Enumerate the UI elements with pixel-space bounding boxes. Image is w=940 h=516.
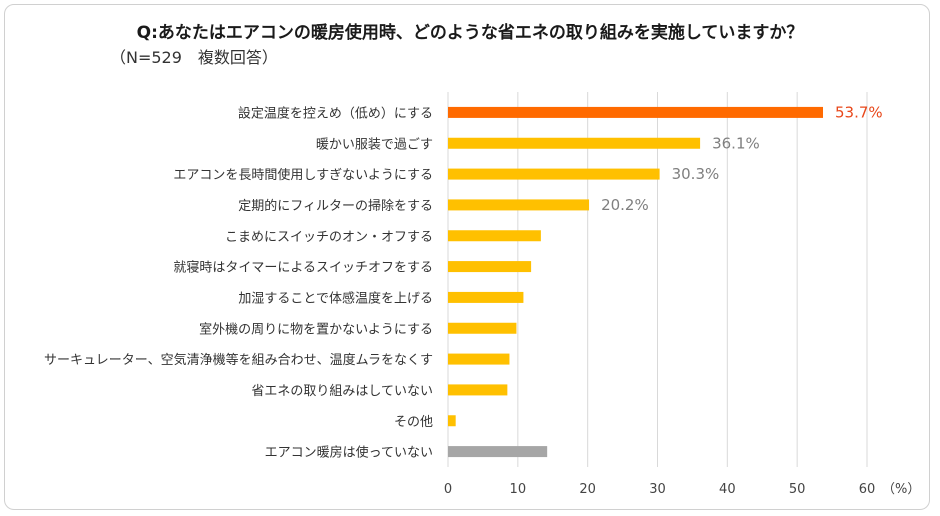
data-label: 36.1%	[712, 134, 760, 152]
category-label: 省エネの取り組みはしていない	[251, 384, 433, 399]
data-label: 30.3%	[672, 165, 720, 183]
x-axis-ticks: 0 10 20 30 40 50 60 （%）	[444, 482, 921, 497]
category-label: サーキュレーター、空気清浄機等を組み合わせ、温度ムラをなくす	[44, 352, 433, 368]
category-label: 就寝時はタイマーによるスイッチオフをする	[173, 260, 433, 276]
x-tick-label: 60	[859, 482, 876, 497]
bar	[448, 415, 456, 427]
bar	[448, 384, 508, 396]
bars	[448, 106, 824, 458]
bar	[448, 291, 524, 303]
category-label: エアコン暖房は使っていない	[265, 445, 433, 461]
x-axis-unit-label: （%）	[882, 482, 920, 497]
category-label: 加湿することで体感温度を上げる	[238, 290, 433, 306]
bar	[448, 446, 548, 458]
bar	[448, 137, 701, 149]
category-labels: 設定温度を控えめ（低め）にする暖かい服装で過ごすエアコンを長時間使用しすぎないよ…	[44, 105, 433, 460]
category-label: その他	[394, 415, 433, 430]
bar	[448, 199, 590, 211]
bar	[448, 106, 824, 118]
chart-title: Q:あなたはエアコンの暖房使用時、どのような省エネの取り組みを実施していますか？	[136, 23, 804, 43]
chart-subtitle: （N=529 複数回答）	[110, 48, 278, 67]
x-tick-label: 10	[510, 482, 527, 497]
x-tick-label: 40	[719, 482, 736, 497]
bar	[448, 353, 510, 365]
category-label: こまめにスイッチのオン・オフする	[225, 230, 433, 245]
bar	[448, 230, 541, 242]
bar	[448, 168, 660, 180]
category-label: エアコンを長時間使用しすぎないようにする	[173, 167, 433, 183]
bar	[448, 261, 532, 273]
data-labels: 53.7% 36.1% 30.3% 20.2%	[601, 103, 883, 214]
data-label: 53.7%	[835, 103, 883, 121]
data-label: 20.2%	[601, 196, 649, 214]
category-label: 定期的にフィルターの掃除をする	[238, 198, 433, 214]
x-tick-label: 30	[649, 482, 666, 497]
x-tick-label: 0	[444, 482, 452, 497]
category-label: 室外機の周りに物を置かないようにする	[199, 321, 433, 337]
gridlines	[447, 92, 868, 467]
category-label: 暖かい服装で過ごす	[316, 136, 433, 152]
category-label: 設定温度を控えめ（低め）にする	[238, 105, 433, 121]
chart-frame	[4, 4, 930, 510]
x-tick-label: 50	[789, 482, 806, 497]
bar	[448, 322, 517, 334]
x-tick-label: 20	[579, 482, 596, 497]
